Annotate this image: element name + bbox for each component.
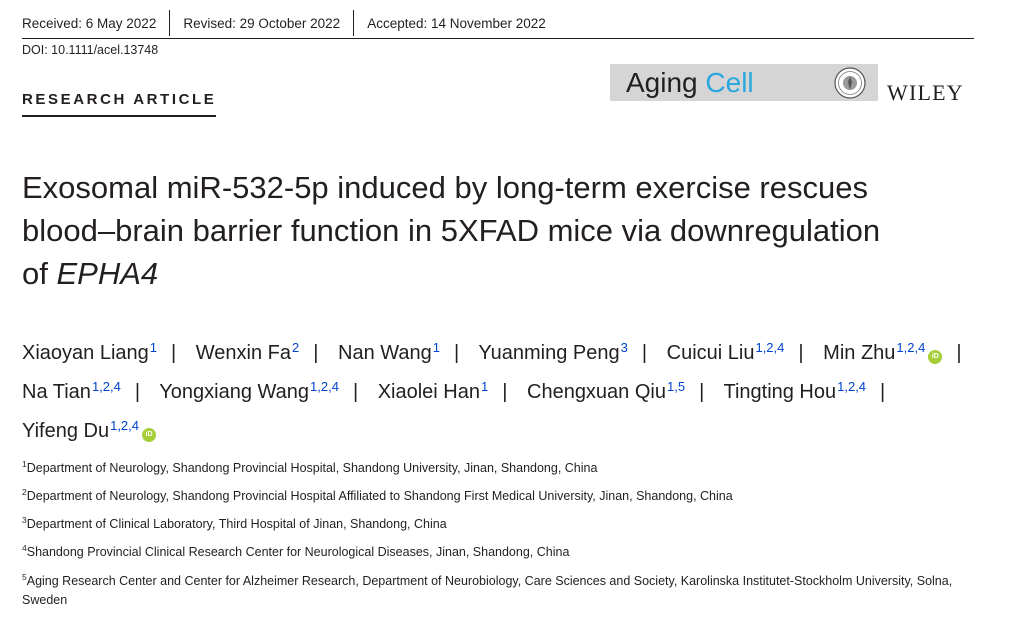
author[interactable]: Wenxin Fa2 (195, 340, 300, 364)
date-divider (353, 10, 355, 36)
journal-name: Aging Cell (626, 67, 754, 99)
title-line-2: blood–brain barrier function in 5XFAD mi… (22, 213, 881, 248)
affiliation-ref[interactable]: 1,5 (666, 379, 686, 394)
accepted-date: Accepted: 14 November 2022 (367, 15, 546, 31)
doi: DOI: 10.1111/acel.13748 (22, 43, 159, 57)
affiliation-ref[interactable]: 1,2,4 (755, 340, 785, 355)
journal-name-part2: Cell (705, 66, 754, 98)
publication-dates: Received: 6 May 2022 Revised: 29 October… (22, 8, 974, 39)
author-list: Xiaoyan Liang1 | Wenxin Fa2 | Nan Wang1 | Y… (22, 340, 962, 442)
affiliation-ref[interactable]: 1 (481, 379, 489, 394)
author[interactable]: Na Tian1,2,4 (22, 379, 121, 403)
affiliation-ref[interactable]: 1,2,4 (110, 418, 140, 433)
affiliation-ref[interactable]: 1,2,4 (837, 379, 867, 394)
affiliation-ref[interactable]: 1,2,4 (91, 379, 121, 394)
affiliation: 2Department of Neurology, Shandong Provi… (22, 487, 733, 504)
title-line-3-prefix: of (22, 256, 57, 291)
author[interactable]: Nan Wang1 (338, 340, 440, 364)
affiliation-ref[interactable]: 1 (432, 340, 440, 355)
author[interactable]: Xiaoyan Liang1 (22, 340, 158, 364)
date-divider (169, 10, 171, 36)
affiliation-ref[interactable]: 1 (149, 340, 158, 355)
author[interactable]: Min Zhu1,2,4iD (823, 340, 943, 364)
author[interactable]: Chengxuan Qiu1,5 (527, 379, 686, 403)
author[interactable]: Yifeng Du1,2,4iD (22, 418, 157, 442)
orcid-icon[interactable]: iD (142, 428, 157, 442)
affiliation-ref[interactable]: 1,2,4 (310, 379, 339, 394)
author[interactable]: Yuanming Peng3 (478, 340, 628, 364)
affiliation: 1Department of Neurology, Shandong Provi… (22, 459, 598, 476)
journal-logo: Aging Cell (610, 64, 878, 101)
author[interactable]: Yongxiang Wang1,2,4 (159, 379, 339, 403)
gene-name: EPHA4 (56, 256, 159, 291)
society-seal-icon (834, 67, 866, 99)
journal-name-part1: Aging (626, 66, 698, 98)
author[interactable]: Cuicui Liu1,2,4 (666, 340, 785, 364)
orcid-icon[interactable]: iD (928, 350, 943, 364)
article-title: Exosomal miR-532-5p induced by long-term… (22, 166, 997, 295)
revised-date: Revised: 29 October 2022 (183, 15, 341, 31)
affiliation-ref[interactable]: 2 (292, 340, 300, 355)
author[interactable]: Xiaolei Han1 (377, 379, 489, 403)
affiliations: 1Department of Neurology, Shandong Provi… (22, 455, 997, 615)
article-type: RESEARCH ARTICLE (22, 91, 217, 117)
received-date: Received: 6 May 2022 (22, 15, 157, 31)
title-line-1: Exosomal miR-532-5p induced by long-term… (22, 170, 868, 205)
affiliation: 3Department of Clinical Laboratory, Thir… (22, 515, 447, 532)
affiliation-ref[interactable]: 3 (620, 340, 628, 355)
affiliation: 5Aging Research Center and Center for Al… (22, 571, 953, 607)
affiliation: 4Shandong Provincial Clinical Research C… (22, 543, 570, 560)
author[interactable]: Tingting Hou1,2,4 (723, 379, 867, 403)
publisher-logo: WILEY (887, 80, 964, 105)
affiliation-ref[interactable]: 1,2,4 (896, 340, 926, 355)
